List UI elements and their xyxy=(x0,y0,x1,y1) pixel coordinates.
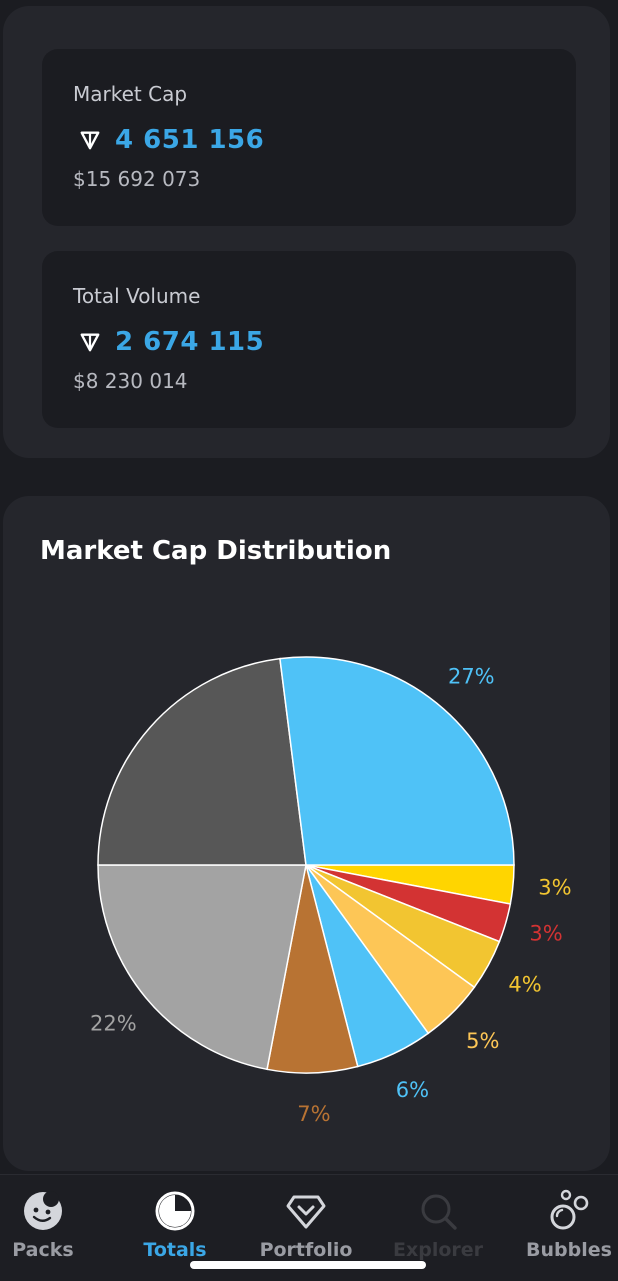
pie-chart[interactable]: 3% 3% 4% 5% 6% 7% 22% 27% xyxy=(3,496,610,1171)
tab-explorer[interactable]: Explorer xyxy=(378,1189,498,1261)
tab-totals[interactable]: Totals xyxy=(115,1189,235,1261)
market-cap-card[interactable]: Market Cap 4 651 156 $15 692 073 xyxy=(42,49,576,226)
pie-label-0: 3% xyxy=(538,876,571,900)
pie-slice-8[interactable] xyxy=(279,656,515,866)
tab-bubbles[interactable]: Bubbles xyxy=(509,1189,618,1261)
pie-label-8: 27% xyxy=(448,665,495,689)
tab-packs[interactable]: Packs xyxy=(0,1189,103,1261)
market-cap-distribution-panel: Market Cap Distribution 3% 3% 4% 5% 6% 7% 22% 2… xyxy=(3,496,610,1171)
market-cap-ton-row: 4 651 156 xyxy=(79,125,264,155)
tab-label-packs: Packs xyxy=(12,1239,74,1261)
pie-slice-7[interactable] xyxy=(97,657,307,866)
tab-label-portfolio: Portfolio xyxy=(259,1239,353,1261)
portfolio-icon xyxy=(286,1195,326,1229)
total-volume-ton-row: 2 674 115 xyxy=(79,327,264,357)
packs-icon xyxy=(24,1191,62,1230)
tab-label-totals: Totals xyxy=(143,1239,207,1261)
explorer-icon xyxy=(421,1194,457,1230)
tab-label-explorer: Explorer xyxy=(392,1239,484,1261)
pie-label-1: 3% xyxy=(529,922,562,946)
market-cap-label: Market Cap xyxy=(73,82,188,106)
bubbles-icon xyxy=(550,1189,589,1230)
tab-label-bubbles: Bubbles xyxy=(526,1239,612,1261)
pie-label-3: 5% xyxy=(466,1029,499,1053)
pie-label-2: 4% xyxy=(508,972,541,996)
pie-label-6: 22% xyxy=(90,1011,137,1035)
totals-icon xyxy=(155,1191,195,1231)
market-cap-usd-value: $15 692 073 xyxy=(73,167,201,191)
total-volume-label: Total Volume xyxy=(73,284,201,308)
pie-label-4: 6% xyxy=(396,1078,429,1102)
home-indicator xyxy=(190,1261,426,1269)
chart-title: Market Cap Distribution xyxy=(40,536,392,566)
total-volume-card[interactable]: Total Volume 2 674 115 $8 230 014 xyxy=(42,251,576,428)
stats-panel: Market Cap 4 651 156 $15 692 073 Total V… xyxy=(3,6,610,458)
total-volume-ton-value: 2 674 115 xyxy=(115,327,265,357)
pie-slice-6[interactable] xyxy=(97,864,307,1071)
tab-portfolio[interactable]: Portfolio xyxy=(246,1189,366,1261)
pie-label-5: 7% xyxy=(297,1102,330,1126)
ton-icon xyxy=(80,131,100,150)
total-volume-usd-value: $8 230 014 xyxy=(73,369,188,393)
market-cap-ton-value: 4 651 156 xyxy=(115,125,265,155)
ton-icon xyxy=(80,333,100,352)
